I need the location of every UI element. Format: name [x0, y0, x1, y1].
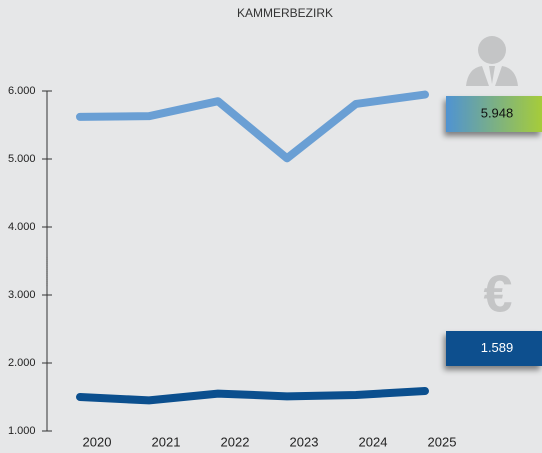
- line: [76, 386, 429, 405]
- badge: [446, 331, 542, 366]
- y-tick-label: 3.000: [8, 289, 36, 301]
- line: [76, 90, 429, 163]
- badge: [446, 96, 542, 132]
- y-tick-label: 1.000: [8, 425, 36, 437]
- value-label: 5.948: [481, 105, 514, 120]
- y-tick-label: 4.000: [8, 221, 36, 233]
- person-icon: [466, 36, 518, 86]
- x-tick-label: 2020: [83, 434, 112, 449]
- x-tick-label: 2022: [221, 434, 250, 449]
- x-tick-label: 2025: [428, 434, 457, 449]
- euro-icon: €: [484, 266, 513, 324]
- y-tick-label: 5.000: [8, 153, 36, 165]
- chart-title: KAMMERBEZIRK: [237, 6, 333, 20]
- x-tick-label: 2024: [359, 434, 388, 449]
- x-tick-label: 2023: [290, 434, 319, 449]
- value-label: 1.589: [481, 340, 514, 355]
- x-tick-label: 2021: [152, 434, 181, 449]
- y-tick-label: 2.000: [8, 357, 36, 369]
- y-tick-label: 6.000: [8, 85, 36, 97]
